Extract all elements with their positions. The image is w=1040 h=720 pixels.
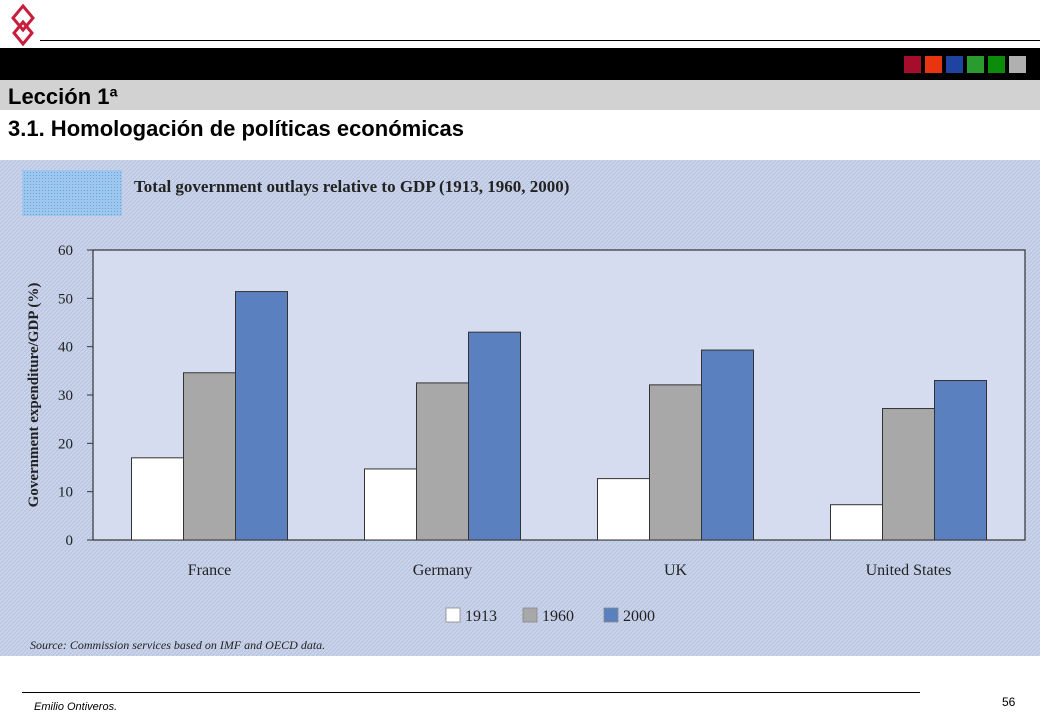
color-swatch <box>1009 56 1026 73</box>
bar-1960 <box>882 408 935 541</box>
bar-2000 <box>701 349 754 541</box>
section-title: 3.1. Homologación de políticas económica… <box>8 116 465 141</box>
y-tick-label: 0 <box>66 533 74 549</box>
y-tick-label: 60 <box>58 243 73 259</box>
bar-1913 <box>131 457 184 541</box>
x-axis-labels: France Germany UK United States <box>188 562 952 579</box>
legend-swatch-2000 <box>603 607 619 623</box>
page-number: 56 <box>1002 695 1016 709</box>
color-swatch <box>946 56 963 73</box>
chart-title: Total government outlays relative to GDP… <box>134 177 569 196</box>
bar-1913 <box>830 504 883 541</box>
header-rule <box>40 40 1040 41</box>
legend-swatch-1960 <box>522 607 538 623</box>
footer-rule <box>22 692 920 693</box>
bar-chart-figure: Total government outlays relative to GDP… <box>0 160 1040 656</box>
title-band <box>0 80 1040 110</box>
legend-label: 1913 <box>465 608 497 625</box>
bar-1960 <box>183 372 236 541</box>
chart-source: Source: Commission services based on IMF… <box>30 638 325 652</box>
bar-2000 <box>934 380 987 541</box>
bar-2000 <box>468 331 521 541</box>
x-tick-label: France <box>188 562 232 579</box>
y-tick-label: 20 <box>58 436 73 452</box>
color-swatch <box>904 56 921 73</box>
corner-block <box>22 170 122 216</box>
header-band <box>0 48 1040 80</box>
y-axis-label: Government expenditure/GDP (%) <box>26 283 42 508</box>
x-tick-label: United States <box>866 562 952 579</box>
legend-swatch-1913 <box>445 607 461 623</box>
y-axis-ticks: 0 10 20 30 40 50 60 <box>58 243 93 549</box>
y-tick-label: 50 <box>58 291 73 307</box>
color-swatch <box>988 56 1005 73</box>
bar-1960 <box>416 382 469 541</box>
legend-label: 2000 <box>623 608 655 625</box>
bar-1913 <box>364 468 417 541</box>
color-swatch <box>967 56 984 73</box>
bar-1960 <box>649 384 702 541</box>
legend: 1913 1960 2000 <box>445 607 655 625</box>
y-tick-label: 10 <box>58 485 73 501</box>
bar-1913 <box>597 478 650 541</box>
bar-2000 <box>235 291 288 541</box>
x-tick-label: UK <box>664 562 688 579</box>
bar-series <box>131 291 987 541</box>
y-tick-label: 40 <box>58 340 73 356</box>
legend-label: 1960 <box>542 608 574 625</box>
x-tick-label: Germany <box>413 562 473 579</box>
color-swatches <box>904 56 1026 73</box>
lesson-title: Lección 1ª <box>8 84 118 109</box>
color-swatch <box>925 56 942 73</box>
y-tick-label: 30 <box>58 388 73 404</box>
author-name: Emilio Ontiveros. <box>34 701 118 713</box>
ribbon-knot-logo-icon <box>11 4 35 46</box>
